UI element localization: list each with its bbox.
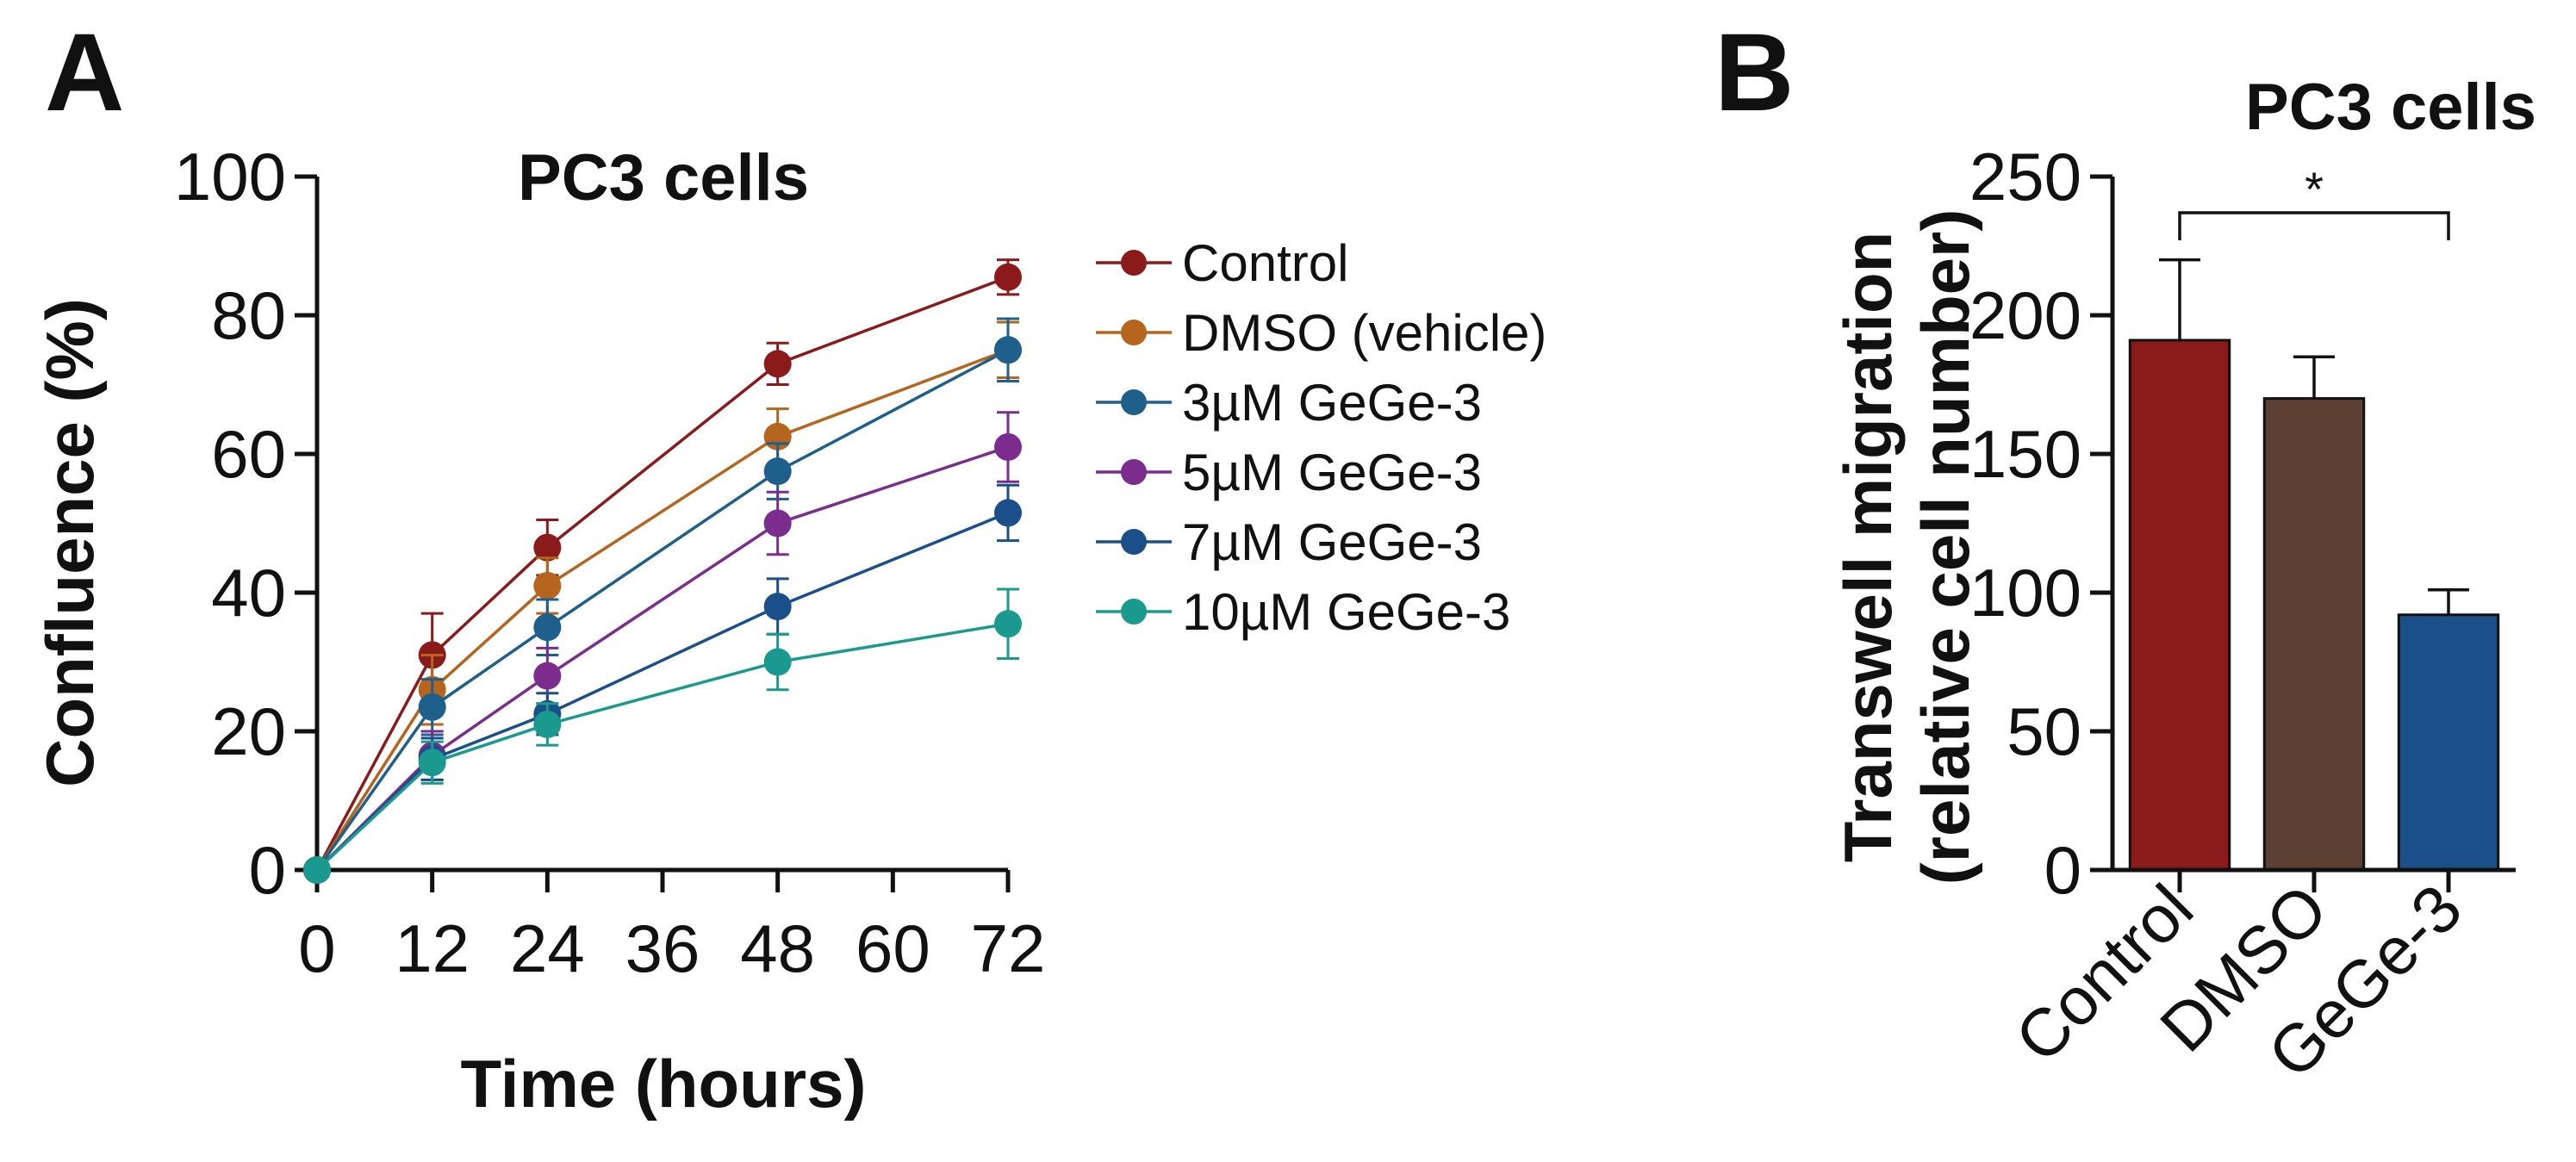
chart-a-series [303, 587, 1022, 884]
chart-a-legend-label: Control [1182, 234, 1348, 292]
chart-a-x-tick-label: 72 [971, 910, 1046, 986]
chart-a-plot-area: 0 20 40 60 80 100 0 12 24 36 48 60 72 [174, 139, 1046, 986]
chart-a-data-point [994, 263, 1022, 291]
chart-a-legend-item: DMSO (vehicle) [1096, 304, 1546, 362]
chart-b-x-tick-label: Control [2000, 870, 2207, 1077]
chart-b-y-axis-label-line2: (relative cell number) [1907, 209, 1983, 885]
chart-a-legend-marker [1121, 250, 1147, 276]
chart-a-legend-label: 7µM GeGe-3 [1182, 513, 1482, 571]
chart-a-data-point [763, 509, 792, 538]
chart-a-x-tick-label: 12 [395, 910, 470, 986]
chart-a-y-axis-label: Confluence (%) [32, 298, 108, 787]
chart-a-y-tick-label: 40 [211, 555, 286, 631]
chart-a-data-point [763, 350, 792, 378]
chart-a-series [303, 258, 1022, 884]
chart-a-x-tick-label: 24 [510, 910, 585, 986]
chart-a-legend-item: 7µM GeGe-3 [1096, 513, 1482, 571]
chart-a-legend-item: 5µM GeGe-3 [1096, 444, 1482, 501]
chart-a-legend-label: DMSO (vehicle) [1182, 304, 1546, 362]
chart-a-x-tick-label: 60 [856, 910, 930, 986]
chart-a-x-tick-label: 0 [298, 910, 335, 986]
panel-a-letter: A [45, 11, 124, 134]
chart-b-bar [2397, 613, 2500, 872]
chart-b-y-tick-label: 50 [2007, 693, 2081, 769]
chart-a-data-point [533, 710, 562, 738]
chart-b-y-tick-label: 100 [1969, 555, 2081, 631]
chart-a-data-point [763, 593, 792, 621]
chart-b-y-tick-label: 250 [1969, 139, 2081, 214]
chart-a-legend-marker [1121, 529, 1147, 555]
chart-b-y-axis-label-line1: Transwell migration [1830, 232, 1906, 863]
chart-a-legend-marker [1121, 459, 1147, 485]
chart-a-legend-label: 3µM GeGe-3 [1182, 374, 1482, 432]
chart-b-significance-bracket [2178, 211, 2450, 240]
chart-a-data-point [994, 432, 1022, 461]
chart-a-x-tick-label: 36 [625, 910, 700, 986]
chart-b-significance-label: * [2305, 162, 2324, 216]
chart-a-data-point [994, 610, 1022, 638]
chart-a-y-tick-label: 60 [211, 416, 286, 492]
chart-a-data-point [533, 613, 562, 642]
chart-a-legend-marker [1121, 599, 1147, 624]
chart-a-y-tick-label: 0 [249, 832, 286, 908]
chart-a-legend: Control DMSO (vehicle) 3µM GeGe-3 5µM GeGe-… [1096, 234, 1546, 641]
chart-a-series [303, 320, 1022, 884]
chart-a-data-point [994, 499, 1022, 527]
chart-a-legend-item: 10µM GeGe-3 [1096, 583, 1510, 641]
chart-a-data-point [994, 336, 1022, 364]
chart-a-legend-item: Control [1096, 234, 1348, 292]
chart-a-data-point [418, 749, 446, 777]
chart-a-y-tick-label: 80 [211, 277, 286, 353]
chart-a-series-line [315, 348, 1009, 871]
chart-a-data-point [763, 648, 792, 676]
panel-b-letter: B [1714, 11, 1794, 134]
chart-b-y-tick-label: 150 [1969, 416, 2081, 492]
chart-a-y-tick-label: 20 [211, 693, 286, 769]
chart-a-x-tick-label: 48 [740, 910, 815, 986]
chart-a-data-point [418, 693, 446, 721]
chart-a-legend-label: 5µM GeGe-3 [1182, 444, 1482, 501]
chart-a-x-axis-label: Time (hours) [461, 1046, 867, 1122]
chart-a-data-point [533, 533, 562, 562]
chart-a-data-point [303, 856, 331, 884]
chart-a-data-point [763, 457, 792, 486]
chart-b-y-tick-label: 200 [1969, 277, 2081, 353]
chart-b-bar [2262, 397, 2366, 872]
chart-a-series [303, 411, 1022, 884]
chart-a-y-tick-label: 100 [174, 139, 286, 214]
chart-a-legend-marker [1121, 389, 1147, 415]
chart-a-legend-item: 3µM GeGe-3 [1096, 374, 1482, 432]
chart-b-title: PC3 cells [2245, 71, 2536, 144]
chart-b-bar [2128, 339, 2231, 872]
chart-a-data-point [533, 662, 562, 690]
chart-a-legend-label: 10µM GeGe-3 [1182, 583, 1510, 641]
chart-a-series [303, 483, 1022, 884]
chart-a-series-line [315, 348, 1009, 872]
chart-a-series-line [315, 276, 1009, 871]
chart-b-y-tick-label: 0 [2044, 832, 2081, 908]
chart-a-title: PC3 cells [518, 141, 809, 214]
chart-a-legend-marker [1121, 320, 1147, 345]
chart-a-data-point [533, 571, 562, 600]
